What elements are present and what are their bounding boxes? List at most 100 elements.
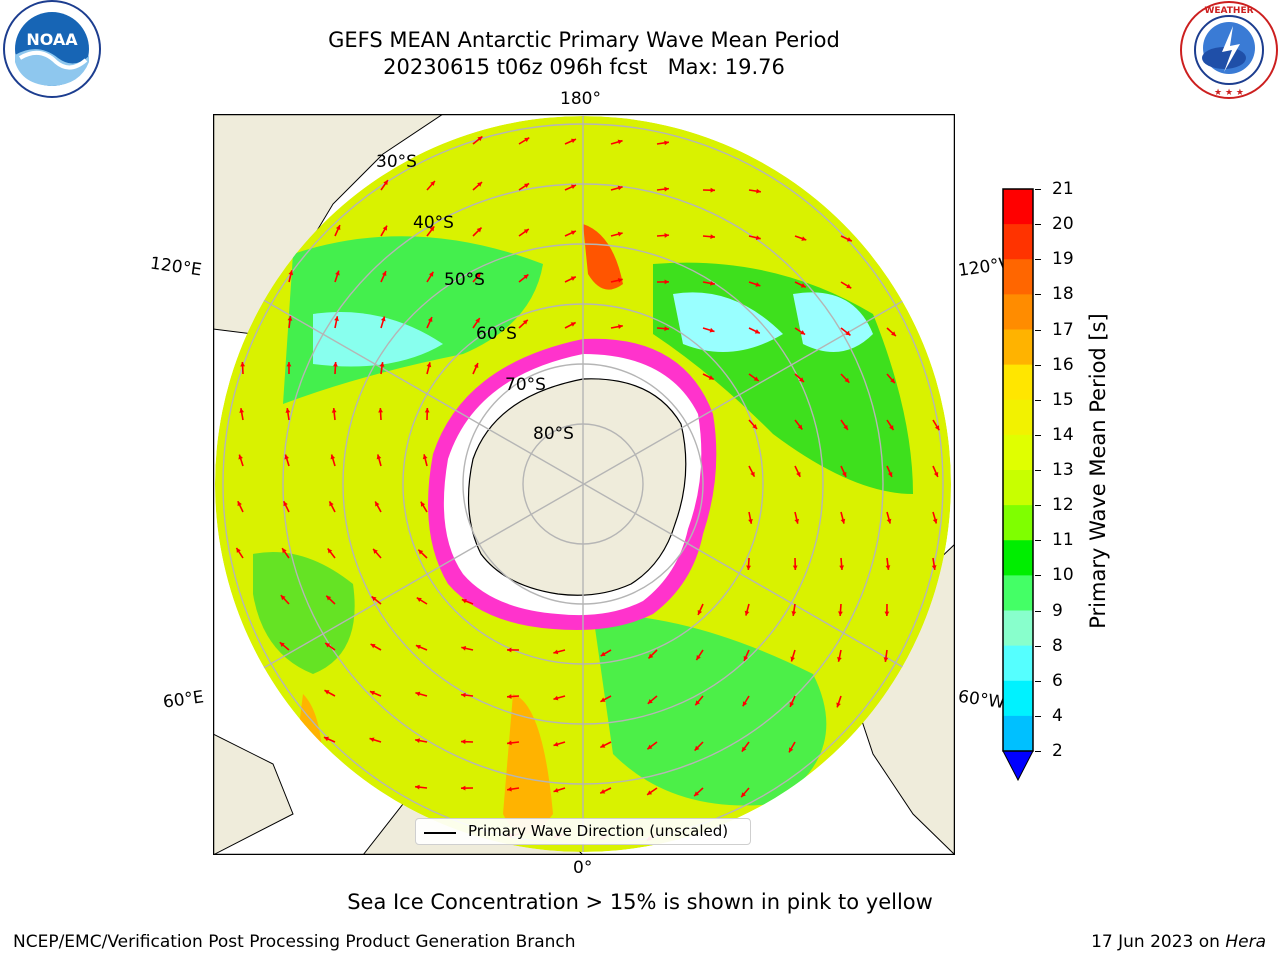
wave-arrow-head	[430, 180, 435, 186]
wave-arrow-head	[382, 225, 388, 231]
colorbar-tick-label: 15	[1052, 389, 1074, 410]
wave-arrow-head	[331, 408, 337, 413]
colorbar-tick-mark	[1035, 259, 1041, 261]
wave-arrow-head	[891, 331, 896, 337]
wave-arrow-head	[237, 501, 242, 507]
svg-text:WEATHER: WEATHER	[1204, 6, 1253, 16]
wave-arrow-head	[284, 454, 290, 460]
wave-arrow-head	[694, 745, 700, 751]
wave-arrow-head	[523, 229, 529, 234]
wave-arrow-head	[755, 235, 761, 241]
colorbar-tick-mark	[1035, 645, 1041, 647]
colorbar-tick-mark	[1035, 575, 1041, 577]
wave-arrow-head	[796, 471, 801, 477]
wave-arrow-head	[240, 362, 246, 367]
wave-arrow-head	[664, 233, 669, 238]
wave-arrow-head	[838, 611, 843, 616]
wave-arrow-head	[664, 279, 669, 285]
wave-arrow-head	[570, 230, 576, 235]
colorbar-tick-label: 16	[1052, 354, 1074, 375]
wave-arrow-head	[507, 786, 512, 792]
colorbar-tick-label: 8	[1052, 635, 1063, 656]
wave-arrow-head	[475, 318, 480, 324]
colorbar-cell	[1003, 189, 1033, 225]
wave-arrow-head	[477, 182, 483, 187]
wave-arrow-head	[507, 740, 512, 746]
wave-direction-arrows	[235, 135, 940, 842]
wave-arrow-head	[461, 785, 466, 791]
colorbar-tick-mark	[1035, 470, 1041, 471]
wave-arrow-head	[461, 598, 467, 604]
wave-arrow-head	[373, 548, 378, 554]
wave-arrow-head	[664, 140, 669, 146]
wave-arrow-head	[333, 362, 338, 367]
lat-label-40s: 40°S	[413, 213, 454, 233]
wave-arrow-head	[931, 565, 937, 570]
wave-arrow-head	[507, 647, 512, 653]
wave-arrow-head	[837, 656, 842, 662]
wave-arrow-head	[415, 691, 421, 697]
wave-arrow-head	[429, 226, 435, 232]
colorbar	[1001, 187, 1035, 783]
wave-arrow-head	[418, 549, 424, 555]
colorbar-cell	[1003, 399, 1033, 436]
colorbar-tick-mark	[1035, 610, 1041, 612]
wave-arrow-head	[522, 319, 528, 325]
wave-arrow-head	[886, 518, 892, 524]
colorbar-tick-label: 6	[1052, 670, 1063, 691]
lon-label-lower-right: 60°W	[956, 686, 1007, 714]
wave-arrow-head	[746, 565, 751, 570]
wave-arrow-head	[800, 330, 806, 335]
chart-subtitle: 20230615 t06z 096h fcst Max: 19.76	[383, 55, 785, 79]
wave-arrow-head	[369, 737, 375, 743]
wave-arrow-head	[283, 501, 288, 507]
wave-arrow-head	[239, 408, 245, 413]
wave-arrow-head	[710, 187, 715, 193]
colorbar-tick-label: 10	[1052, 565, 1074, 586]
footer-right: 17 Jun 2023 on Hera	[1091, 932, 1266, 952]
wave-arrow-head	[843, 424, 848, 430]
colorbar-tick-label: 11	[1052, 530, 1074, 551]
wave-arrow-head	[473, 363, 479, 369]
wave-arrow-head	[801, 236, 807, 241]
svg-text:★ ★ ★: ★ ★ ★	[1214, 88, 1244, 98]
wave-arrow-head	[524, 183, 530, 188]
wave-arrow-head	[415, 644, 421, 650]
wave-arrow-head	[748, 519, 753, 524]
lon-label-lower-left: 60°E	[161, 687, 206, 713]
lat-label-70s: 70°S	[505, 375, 546, 395]
colorbar-tick-label: 20	[1052, 214, 1074, 235]
wave-arrow-head	[885, 565, 891, 570]
wave-arrow-head	[934, 425, 940, 431]
map-legend: Primary Wave Direction (unscaled)	[415, 818, 751, 845]
colorbar-tick-label: 19	[1052, 249, 1074, 270]
colorbar-cell	[1003, 680, 1033, 717]
wave-arrow-head	[794, 518, 800, 524]
colorbar-cell	[1003, 540, 1033, 576]
wave-arrow-head	[476, 272, 481, 278]
colorbar-tick-mark	[1035, 715, 1041, 717]
wave-arrow-head	[844, 377, 850, 383]
colorbar-cell	[1003, 224, 1033, 260]
wave-arrow-head	[553, 695, 559, 701]
wave-arrow-head	[846, 283, 852, 289]
wave-arrow-head	[647, 699, 653, 704]
wave-arrow-head	[428, 271, 434, 277]
footer-date: 17 Jun 2023 on	[1091, 932, 1226, 952]
wave-arrow-head	[236, 547, 241, 553]
graticule	[215, 116, 951, 852]
wave-arrow-head	[420, 501, 426, 507]
colorbar-tick-mark	[1035, 680, 1041, 682]
colorbar-cell	[1003, 259, 1033, 295]
colorbar-tick-label: 9	[1052, 600, 1063, 621]
wave-arrow-head	[477, 136, 483, 142]
wave-arrow-head	[329, 501, 334, 507]
wave-arrow-head	[647, 790, 653, 795]
wave-arrow-head	[743, 655, 749, 661]
colorbar-tick-label: 17	[1052, 319, 1074, 340]
colorbar-tick-label: 21	[1052, 179, 1074, 199]
colorbar-cell	[1003, 294, 1033, 330]
wave-arrow-head	[415, 738, 420, 743]
colorbar-cell	[1003, 434, 1033, 471]
wave-arrow-head	[708, 375, 714, 380]
